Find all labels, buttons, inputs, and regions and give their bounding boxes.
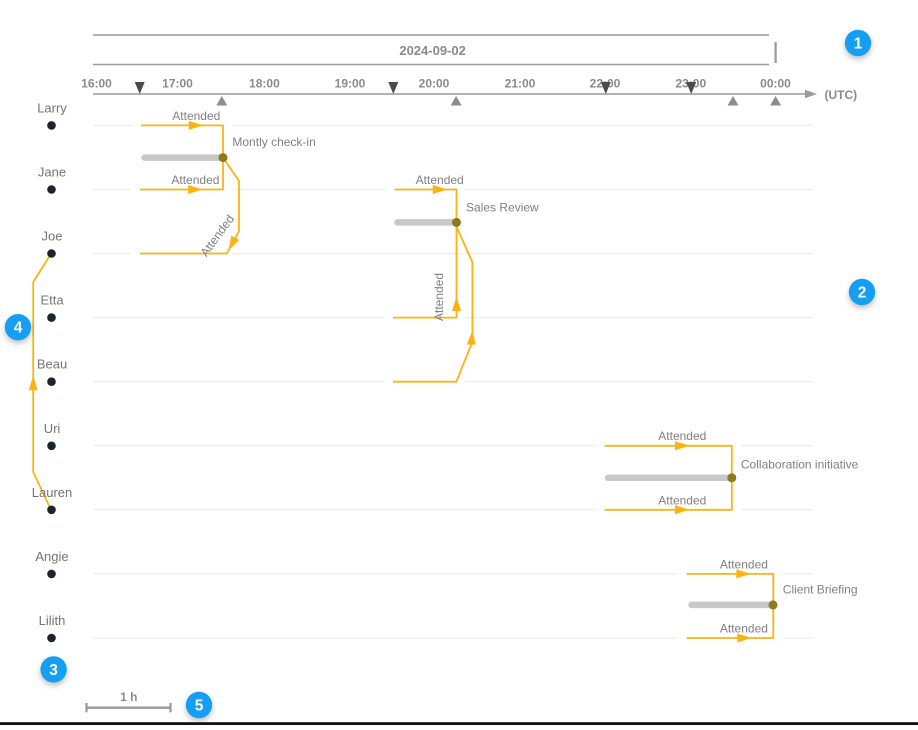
svg-text:Beau: Beau [37,357,67,372]
svg-text:Larry: Larry [37,100,67,115]
svg-text:Jane: Jane [38,165,66,180]
svg-text:Sales Review: Sales Review [466,201,539,215]
svg-text:21:00: 21:00 [505,77,536,91]
svg-text:1 h: 1 h [120,690,137,704]
svg-text:Joe: Joe [42,229,63,244]
svg-text:Attended: Attended [658,493,706,507]
svg-text:Lauren: Lauren [32,485,72,500]
svg-text:Montly check-in: Montly check-in [232,135,315,149]
svg-text:5: 5 [195,697,204,714]
svg-text:Attended: Attended [658,429,706,443]
svg-text:Attended: Attended [171,173,219,187]
svg-text:17:00: 17:00 [162,77,193,91]
svg-text:20:00: 20:00 [419,77,450,91]
svg-text:00:00: 00:00 [760,77,791,91]
svg-text:Attended: Attended [172,109,220,123]
svg-text:3: 3 [49,662,58,679]
svg-text:Attended: Attended [720,557,768,571]
svg-text:Client Briefing: Client Briefing [783,583,858,597]
svg-text:1: 1 [854,35,863,52]
svg-text:19:00: 19:00 [335,77,366,91]
svg-text:2024-09-02: 2024-09-02 [399,43,466,58]
svg-text:16:00: 16:00 [81,77,112,91]
svg-text:(UTC): (UTC) [825,88,858,102]
svg-text:Angie: Angie [35,549,68,564]
svg-text:2: 2 [858,284,867,301]
svg-text:Etta: Etta [40,293,64,308]
svg-text:4: 4 [14,320,23,337]
svg-text:Lilith: Lilith [39,613,66,628]
svg-text:Attended: Attended [432,273,446,321]
svg-text:18:00: 18:00 [249,77,280,91]
svg-text:Collaboration initiative: Collaboration initiative [741,458,859,472]
svg-text:Attended: Attended [416,173,464,187]
svg-text:Uri: Uri [44,421,61,436]
svg-text:Attended: Attended [720,622,768,636]
